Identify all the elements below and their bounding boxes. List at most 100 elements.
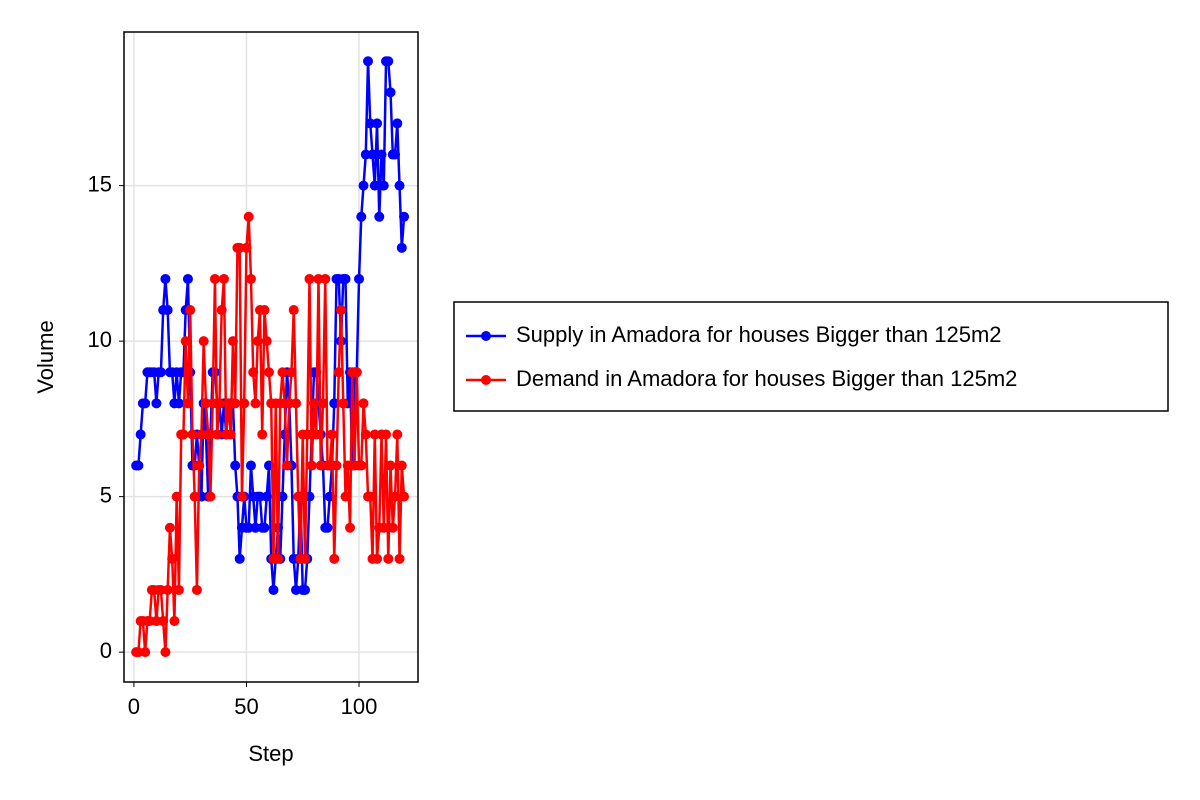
data-point bbox=[299, 584, 310, 595]
data-point bbox=[135, 429, 146, 440]
data-point bbox=[372, 553, 383, 564]
data-point bbox=[281, 460, 292, 471]
data-point bbox=[203, 429, 214, 440]
legend-label: Demand in Amadora for houses Bigger than… bbox=[516, 366, 1017, 391]
data-point bbox=[230, 398, 241, 409]
data-point bbox=[351, 367, 362, 378]
data-point bbox=[376, 149, 387, 160]
data-point bbox=[308, 398, 319, 409]
data-point bbox=[162, 305, 173, 316]
data-point bbox=[263, 367, 274, 378]
data-point bbox=[394, 553, 405, 564]
plot-frame bbox=[123, 31, 419, 683]
data-point bbox=[392, 429, 403, 440]
data-point bbox=[390, 149, 401, 160]
y-tick-label: 10 bbox=[88, 327, 112, 352]
data-point bbox=[257, 429, 268, 440]
data-point bbox=[164, 522, 175, 533]
data-point bbox=[167, 553, 178, 564]
data-point bbox=[354, 273, 365, 284]
data-point bbox=[180, 336, 191, 347]
data-point bbox=[261, 336, 272, 347]
data-point bbox=[261, 491, 272, 502]
data-point bbox=[390, 491, 401, 502]
data-point bbox=[399, 491, 410, 502]
data-point bbox=[363, 56, 374, 67]
data-point bbox=[383, 56, 394, 67]
y-tick-label: 0 bbox=[100, 638, 112, 663]
data-point bbox=[169, 616, 180, 627]
data-point bbox=[259, 305, 270, 316]
data-point bbox=[396, 242, 407, 253]
y-axis-label: Volume bbox=[33, 320, 58, 393]
data-point bbox=[234, 553, 245, 564]
data-point bbox=[345, 522, 356, 533]
data-point bbox=[187, 429, 198, 440]
data-point bbox=[329, 553, 340, 564]
data-point bbox=[358, 180, 369, 191]
data-point bbox=[320, 273, 331, 284]
data-point bbox=[385, 460, 396, 471]
data-point bbox=[252, 336, 263, 347]
data-point bbox=[385, 87, 396, 98]
data-point bbox=[158, 616, 169, 627]
data-point bbox=[318, 398, 329, 409]
data-point bbox=[191, 584, 202, 595]
data-point bbox=[394, 180, 405, 191]
data-point bbox=[383, 553, 394, 564]
data-point bbox=[322, 522, 333, 533]
data-point bbox=[327, 429, 338, 440]
data-point bbox=[392, 118, 403, 129]
data-point bbox=[340, 273, 351, 284]
data-point bbox=[374, 211, 385, 222]
data-point bbox=[381, 429, 392, 440]
x-tick-label: 100 bbox=[341, 694, 378, 719]
data-point bbox=[378, 522, 389, 533]
data-point bbox=[338, 398, 349, 409]
data-point bbox=[178, 429, 189, 440]
data-point bbox=[214, 398, 225, 409]
data-point bbox=[268, 584, 279, 595]
data-point bbox=[333, 367, 344, 378]
data-point bbox=[194, 460, 205, 471]
x-axis-label: Step bbox=[248, 741, 293, 766]
data-point bbox=[272, 553, 283, 564]
data-point bbox=[367, 149, 378, 160]
data-point bbox=[171, 491, 182, 502]
data-point bbox=[216, 305, 227, 316]
data-point bbox=[198, 336, 209, 347]
data-point bbox=[162, 584, 173, 595]
data-point bbox=[340, 491, 351, 502]
data-point bbox=[236, 491, 247, 502]
data-point bbox=[358, 398, 369, 409]
legend-box bbox=[453, 301, 1169, 412]
data-point bbox=[230, 460, 241, 471]
data-point bbox=[185, 305, 196, 316]
data-point bbox=[227, 336, 238, 347]
data-point bbox=[277, 367, 288, 378]
data-point bbox=[241, 242, 252, 253]
data-point bbox=[218, 273, 229, 284]
x-tick-label: 50 bbox=[234, 694, 258, 719]
data-point bbox=[299, 553, 310, 564]
data-point bbox=[356, 460, 367, 471]
data-point bbox=[133, 460, 144, 471]
data-point bbox=[387, 522, 398, 533]
data-point bbox=[182, 398, 193, 409]
legend-label: Supply in Amadora for houses Bigger than… bbox=[516, 322, 1002, 347]
data-point bbox=[209, 273, 220, 284]
data-point bbox=[245, 460, 256, 471]
data-point bbox=[140, 398, 151, 409]
x-tick-label: 0 bbox=[128, 694, 140, 719]
data-point bbox=[250, 398, 261, 409]
data-point bbox=[182, 273, 193, 284]
data-point bbox=[205, 491, 216, 502]
data-point bbox=[293, 491, 304, 502]
data-point bbox=[304, 273, 315, 284]
series-line bbox=[136, 59, 406, 592]
data-point bbox=[212, 429, 223, 440]
data-point bbox=[378, 180, 389, 191]
data-point bbox=[173, 398, 184, 409]
data-point bbox=[356, 211, 367, 222]
